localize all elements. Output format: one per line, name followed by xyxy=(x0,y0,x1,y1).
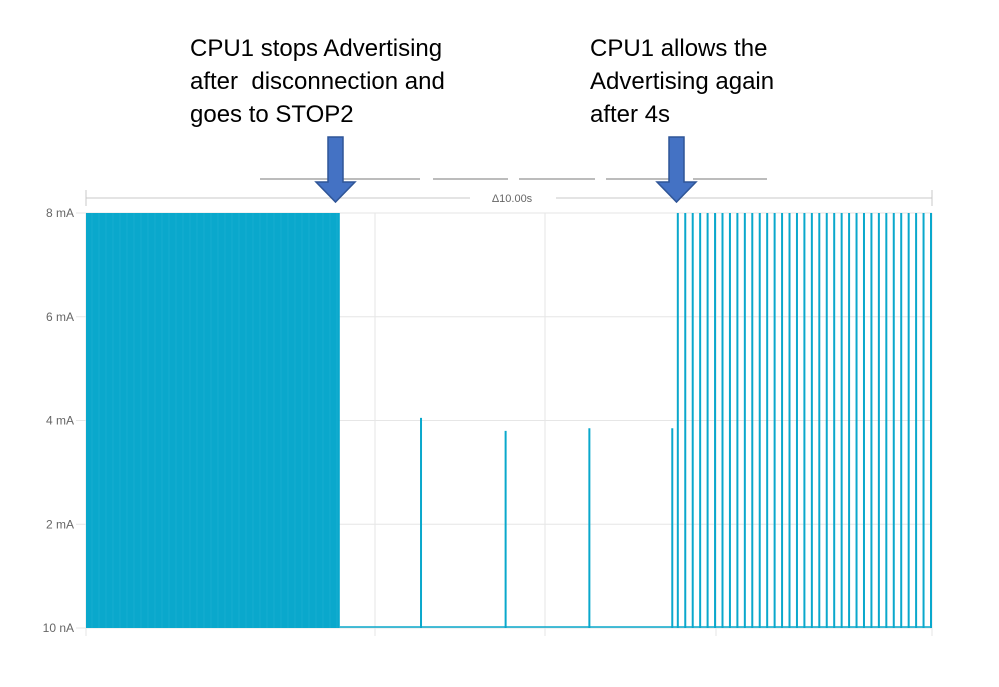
arrow-down-icon xyxy=(655,136,698,204)
time-window-bracket: Δ10.00s xyxy=(85,178,933,206)
annotation-line: goes to STOP2 xyxy=(190,101,354,128)
y-tick-label: 6 mA xyxy=(46,310,74,324)
y-tick-label: 4 mA xyxy=(46,414,74,428)
y-tick-label: 10 nA xyxy=(43,621,74,635)
current-series xyxy=(86,213,932,628)
annotation-line: CPU1 stops Advertising xyxy=(190,35,443,62)
y-axis: 8 mA 6 mA 4 mA 2 mA 10 nA xyxy=(43,206,86,635)
annotation-line: after disconnection and xyxy=(190,68,445,95)
annotation-resume-advertising: CPU1 allows the Advertising again after … xyxy=(590,32,774,131)
arrow-down-icon xyxy=(314,136,357,204)
annotation-stop-advertising: CPU1 stops Advertising after disconnecti… xyxy=(190,32,445,131)
annotation-line: CPU1 allows the xyxy=(590,35,768,62)
delta-time-label: Δ10.00s xyxy=(492,193,533,205)
annotation-arrows xyxy=(314,136,698,204)
dense-advertising-block xyxy=(86,213,340,628)
annotation-line: Advertising again xyxy=(590,68,775,95)
y-tick-label: 8 mA xyxy=(46,206,74,220)
annotation-line: after 4s xyxy=(590,101,671,128)
y-tick-label: 2 mA xyxy=(46,517,74,531)
